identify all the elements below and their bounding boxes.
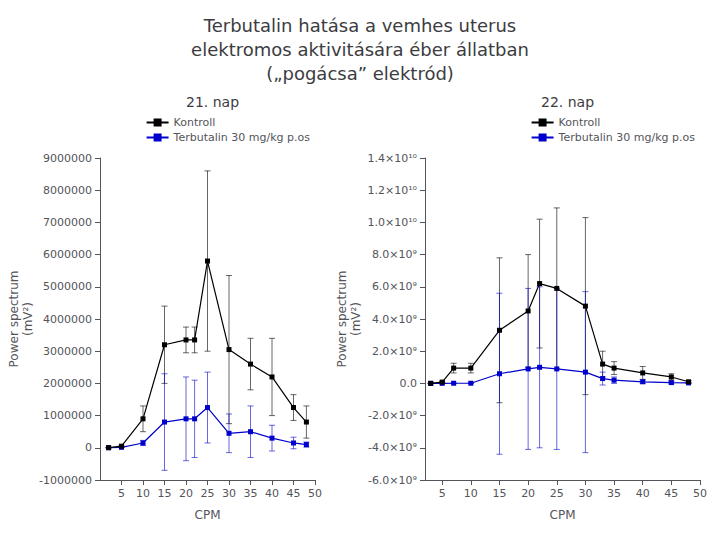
svg-text:35: 35 bbox=[244, 487, 258, 500]
svg-text:45: 45 bbox=[664, 487, 678, 500]
svg-text:21. nap: 21. nap bbox=[186, 94, 239, 110]
svg-text:50: 50 bbox=[308, 487, 322, 500]
svg-text:1.4×10¹⁰: 1.4×10¹⁰ bbox=[367, 152, 417, 165]
svg-text:15: 15 bbox=[158, 487, 172, 500]
svg-text:50: 50 bbox=[693, 487, 707, 500]
svg-text:-1000000: -1000000 bbox=[39, 474, 92, 487]
svg-text:30: 30 bbox=[222, 487, 236, 500]
svg-text:45: 45 bbox=[287, 487, 301, 500]
svg-text:8.0×10⁹: 8.0×10⁹ bbox=[372, 248, 417, 261]
svg-text:0.0: 0.0 bbox=[400, 377, 418, 390]
svg-text:5000000: 5000000 bbox=[43, 280, 92, 293]
svg-text:Kontroll: Kontroll bbox=[174, 116, 216, 129]
svg-text:Terbutalin 30 mg/kg p.os: Terbutalin 30 mg/kg p.os bbox=[558, 131, 696, 144]
svg-text:1.0×10¹⁰: 1.0×10¹⁰ bbox=[367, 216, 417, 229]
svg-text:1000000: 1000000 bbox=[43, 409, 92, 422]
svg-text:9000000: 9000000 bbox=[43, 152, 92, 165]
svg-text:5: 5 bbox=[439, 487, 446, 500]
svg-text:6000000: 6000000 bbox=[43, 248, 92, 261]
svg-text:10: 10 bbox=[136, 487, 150, 500]
svg-text:20: 20 bbox=[179, 487, 193, 500]
svg-text:2000000: 2000000 bbox=[43, 377, 92, 390]
svg-text:5: 5 bbox=[118, 487, 125, 500]
svg-text:25: 25 bbox=[201, 487, 215, 500]
svg-text:0: 0 bbox=[85, 441, 92, 454]
svg-text:2.0×10⁹: 2.0×10⁹ bbox=[372, 345, 417, 358]
svg-text:15: 15 bbox=[492, 487, 506, 500]
svg-text:40: 40 bbox=[636, 487, 650, 500]
svg-text:(„pogácsa” elektród): („pogácsa” elektród) bbox=[266, 63, 454, 84]
svg-text:-2.0×10⁹: -2.0×10⁹ bbox=[368, 409, 417, 422]
svg-text:elektromos aktivitására éber á: elektromos aktivitására éber állatban bbox=[191, 39, 529, 60]
svg-text:(mV²): (mV²) bbox=[21, 302, 35, 336]
svg-text:35: 35 bbox=[607, 487, 621, 500]
svg-text:Power spectrum: Power spectrum bbox=[335, 271, 349, 368]
svg-text:Terbutalin hatása a vemhes ute: Terbutalin hatása a vemhes uterus bbox=[203, 15, 516, 36]
svg-text:25: 25 bbox=[550, 487, 564, 500]
svg-text:Terbutalin 30 mg/kg p.os: Terbutalin 30 mg/kg p.os bbox=[173, 131, 311, 144]
svg-text:1.2×10¹⁰: 1.2×10¹⁰ bbox=[367, 184, 417, 197]
svg-text:CPM: CPM bbox=[195, 508, 221, 522]
svg-text:Kontroll: Kontroll bbox=[559, 116, 601, 129]
svg-text:4000000: 4000000 bbox=[43, 313, 92, 326]
svg-text:3000000: 3000000 bbox=[43, 345, 92, 358]
svg-text:7000000: 7000000 bbox=[43, 216, 92, 229]
svg-text:20: 20 bbox=[521, 487, 535, 500]
svg-text:10: 10 bbox=[464, 487, 478, 500]
svg-text:22. nap: 22. nap bbox=[541, 94, 594, 110]
svg-text:CPM: CPM bbox=[550, 508, 576, 522]
svg-text:(mV²): (mV²) bbox=[349, 302, 363, 336]
svg-text:6.0×10⁹: 6.0×10⁹ bbox=[372, 280, 417, 293]
svg-text:30: 30 bbox=[578, 487, 592, 500]
svg-text:8000000: 8000000 bbox=[43, 184, 92, 197]
svg-text:4.0×10⁹: 4.0×10⁹ bbox=[372, 313, 417, 326]
svg-text:-6.0×10⁹: -6.0×10⁹ bbox=[368, 474, 417, 487]
svg-text:40: 40 bbox=[265, 487, 279, 500]
svg-text:Power spectrum: Power spectrum bbox=[7, 271, 21, 368]
svg-text:-4.0×10⁹: -4.0×10⁹ bbox=[368, 441, 417, 454]
